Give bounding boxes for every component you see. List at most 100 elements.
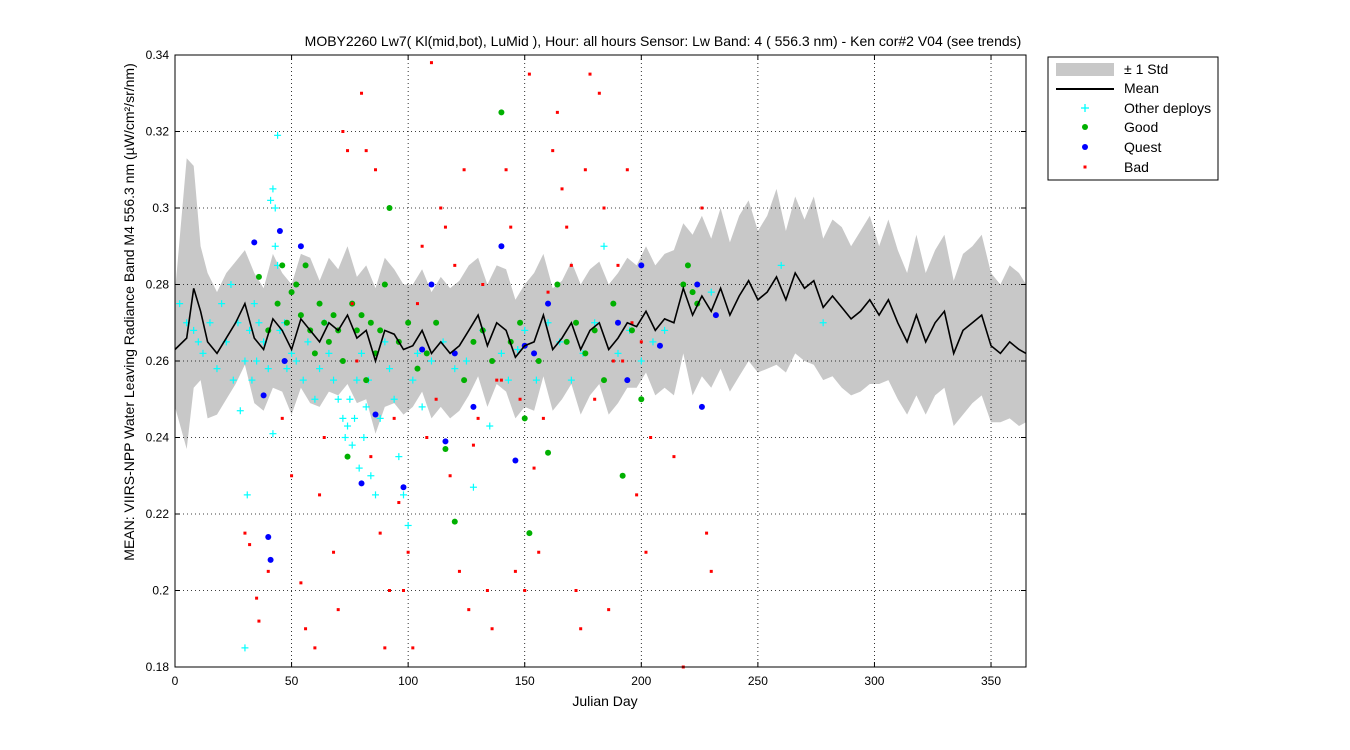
point-bad: [583, 168, 587, 172]
point-good: [279, 262, 286, 269]
point-quest: [281, 358, 288, 364]
legend-other-label: Other deploys: [1124, 100, 1211, 116]
x-axis-label: Julian Day: [572, 693, 637, 709]
point-quest: [498, 243, 505, 250]
point-other-deploys: [250, 300, 258, 308]
std-band: [175, 158, 1026, 450]
x-tick-label: 50: [285, 674, 299, 688]
point-quest: [614, 319, 621, 326]
point-other-deploys: [355, 464, 363, 472]
point-good: [274, 300, 281, 307]
y-tick-label: 0.18: [146, 660, 170, 674]
point-good: [288, 289, 295, 296]
legend-good-label: Good: [1124, 119, 1158, 135]
point-other-deploys: [469, 483, 477, 491]
point-bad: [625, 168, 629, 172]
point-other-deploys: [514, 346, 522, 354]
point-other-deploys: [614, 349, 622, 357]
point-bad: [639, 340, 643, 344]
point-other-deploys: [409, 376, 417, 384]
point-quest: [624, 377, 631, 384]
point-good: [628, 327, 635, 334]
point-other-deploys: [418, 403, 426, 411]
point-other-deploys: [348, 441, 356, 449]
point-bad: [649, 436, 653, 439]
point-other-deploys: [497, 349, 505, 357]
point-other-deploys: [427, 357, 435, 365]
point-other-deploys: [213, 365, 221, 373]
point-bad: [565, 225, 569, 229]
point-other-deploys: [176, 300, 184, 308]
mean-line: [174, 271, 1027, 364]
point-good: [339, 358, 346, 364]
point-other-deploys: [362, 403, 370, 411]
point-bad: [350, 302, 354, 306]
point-good: [689, 289, 696, 296]
x-tick-label: 250: [748, 674, 768, 688]
point-quest: [419, 346, 426, 353]
point-bad: [602, 206, 606, 210]
y-tick-label: 0.32: [146, 125, 170, 139]
point-quest: [358, 480, 365, 487]
point-other-deploys: [351, 414, 359, 422]
point-quest: [428, 281, 435, 288]
point-other-deploys: [236, 407, 244, 415]
legend-box: [1047, 56, 1219, 181]
point-bad: [504, 168, 508, 172]
point-other-deploys: [274, 131, 282, 139]
point-bad: [490, 627, 494, 631]
point-other-deploys: [316, 365, 324, 373]
point-bad: [635, 493, 639, 497]
point-other-deploys: [304, 338, 312, 346]
point-other-deploys: [299, 376, 307, 384]
point-other-deploys: [255, 319, 263, 327]
point-quest: [276, 227, 283, 234]
point-good: [638, 396, 645, 403]
point-other-deploys: [243, 491, 251, 499]
point-good: [297, 312, 304, 319]
point-bad: [336, 608, 340, 612]
point-good: [498, 109, 505, 116]
point-other-deploys: [353, 376, 361, 384]
point-other-deploys: [344, 422, 352, 430]
point-bad: [593, 397, 597, 401]
point-bad: [621, 359, 625, 363]
point-good: [610, 300, 617, 307]
point-bad: [280, 416, 284, 420]
point-other-deploys: [637, 357, 645, 365]
point-bad: [527, 72, 531, 76]
point-good: [330, 312, 337, 319]
point-other-deploys: [399, 491, 407, 499]
point-good: [442, 445, 449, 452]
point-quest: [372, 411, 379, 418]
point-quest: [698, 403, 705, 410]
point-other-deploys: [777, 261, 785, 269]
point-other-deploys: [330, 376, 338, 384]
point-good: [377, 327, 384, 334]
point-other-deploys: [372, 491, 380, 499]
legend-std-label: ± 1 Std: [1124, 61, 1168, 77]
point-bad: [499, 378, 503, 382]
point-other-deploys: [567, 376, 575, 384]
point-bad: [705, 531, 709, 535]
point-bad: [397, 501, 401, 505]
point-bad: [243, 531, 247, 535]
point-other-deploys: [360, 434, 368, 441]
point-bad: [644, 550, 648, 554]
point-good: [414, 365, 421, 372]
point-other-deploys: [462, 357, 470, 365]
legend-other-marker: [1081, 104, 1089, 112]
point-bad: [574, 589, 578, 592]
point-bad: [378, 531, 382, 535]
point-good: [423, 350, 430, 357]
point-bad: [611, 359, 615, 363]
point-quest: [297, 243, 304, 250]
point-bad: [392, 416, 396, 420]
point-bad: [457, 569, 461, 573]
point-bad: [546, 290, 550, 294]
point-other-deploys: [707, 288, 715, 296]
point-bad: [560, 187, 564, 191]
point-good: [367, 319, 374, 326]
point-other-deploys: [194, 338, 202, 346]
